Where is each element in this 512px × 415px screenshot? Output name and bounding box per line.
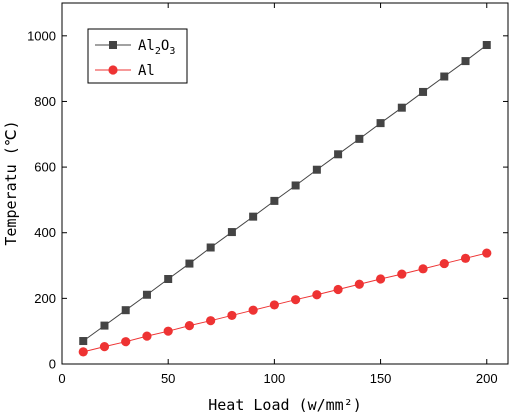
data-point-1-17 [439,258,449,269]
data-point-1-8 [248,305,258,315]
legend: Al2O3 Al [87,28,188,84]
data-point-0-0 [79,337,88,346]
data-point-1-0 [78,347,88,357]
data-point-1-11 [312,290,322,300]
data-point-0-2 [121,306,130,315]
data-point-1-16 [418,264,428,274]
data-point-0-4 [164,275,173,284]
x-tick-label: 0 [58,371,65,386]
legend-box [87,28,188,84]
legend-marker-al [108,65,118,75]
data-point-0-7 [227,228,236,237]
axis-ticks: 0 50 100 150 200 0 200 400 600 800 1000 [27,3,508,386]
x-tick-label: 150 [370,371,392,386]
data-point-1-5 [184,321,195,331]
data-point-1-14 [375,274,386,284]
data-point-1-1 [99,342,110,352]
data-point-1-10 [291,295,301,305]
legend-label-al: Al [138,63,155,79]
x-tick-label: 50 [161,371,175,386]
data-point-0-17 [440,72,449,81]
y-tick-label: 600 [34,160,56,175]
data-point-0-8 [249,212,258,221]
y-tick-label: 200 [34,291,56,306]
data-point-0-16 [419,87,428,96]
data-point-1-12 [333,284,343,295]
data-point-1-15 [397,269,407,279]
data-point-1-9 [269,300,279,310]
y-axis-title: Temperatu (℃) [2,120,20,245]
data-point-1-18 [460,253,471,263]
y-tick-label: 400 [34,225,56,240]
series-layer [78,41,492,357]
data-point-0-13 [355,134,364,143]
y-tick-label: 0 [49,357,56,372]
data-point-0-11 [312,165,321,174]
data-point-1-19 [482,248,492,258]
data-point-0-12 [334,150,343,159]
legend-label-al2o3: Al2O3 [138,38,175,57]
plot-frame [61,2,509,365]
data-point-0-18 [461,57,470,66]
data-point-1-4 [163,326,173,336]
legend-marker-al2o3 [109,41,117,49]
data-point-0-19 [482,41,491,50]
x-tick-label: 100 [264,371,286,386]
y-tick-label: 800 [34,94,56,109]
data-point-0-15 [397,103,406,112]
data-point-1-6 [206,316,216,326]
data-point-0-6 [206,243,215,252]
data-point-0-1 [100,321,109,330]
data-point-0-5 [185,259,194,268]
x-tick-label: 200 [476,371,498,386]
data-point-1-7 [227,310,237,321]
y-tick-label: 1000 [27,28,56,43]
data-point-1-13 [354,279,364,289]
data-point-1-2 [121,337,131,347]
data-point-0-10 [291,181,300,190]
data-point-0-9 [270,196,279,205]
x-axis-title: Heat Load (w/mm²) [208,396,362,414]
data-point-0-14 [376,119,385,128]
data-point-1-3 [142,331,152,341]
data-point-0-3 [142,290,151,299]
